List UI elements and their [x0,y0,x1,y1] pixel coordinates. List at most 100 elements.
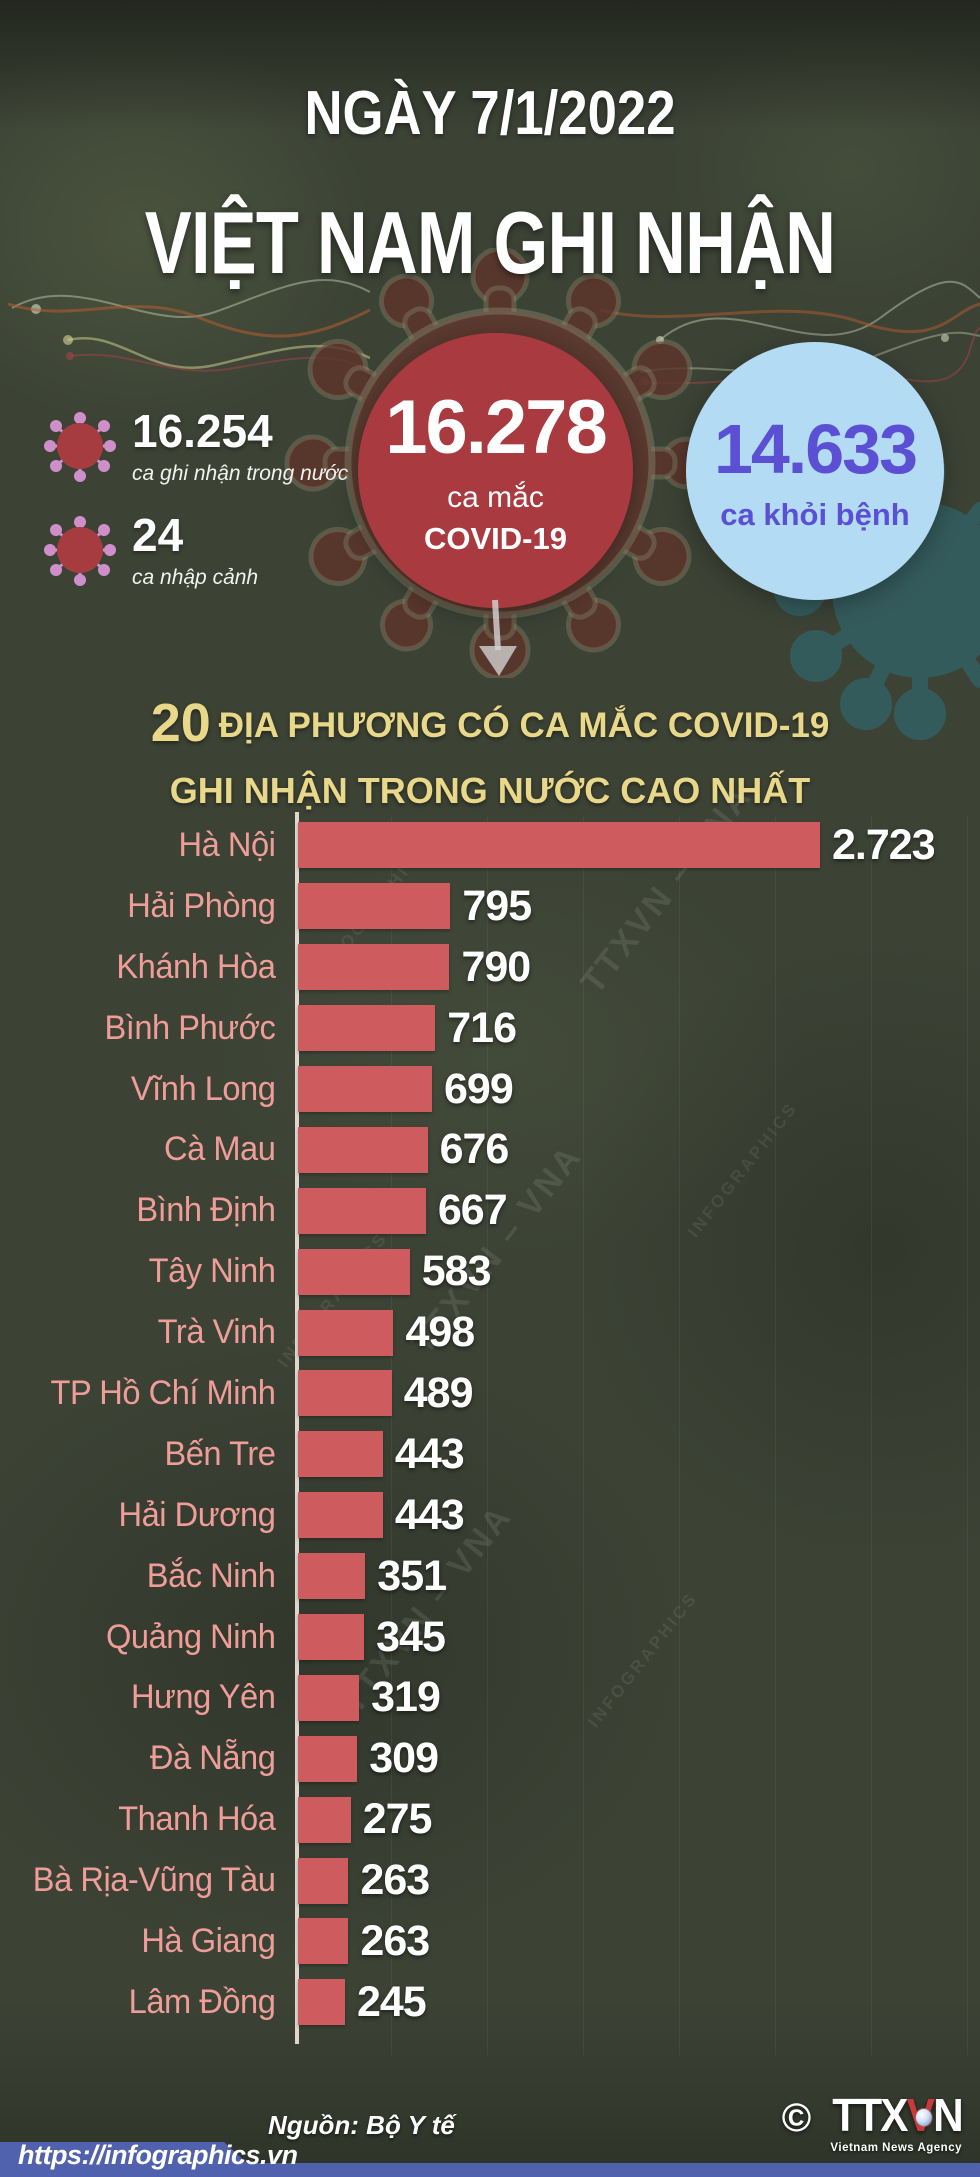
province-label: Bình Phước [104,1008,276,1047]
source-note: Nguồn: Bộ Y tế [268,2110,455,2140]
chart-row: Bà Rịa-Vũng Tàu 263 [0,1850,980,1911]
bar [298,1370,392,1417]
chart-section-title: 20 ĐỊA PHƯƠNG CÓ CA MẮC COVID-19 GHI NHẬN… [0,692,980,812]
copyright-icon: © [781,2096,812,2140]
province-label: Bến Tre [164,1434,276,1473]
virus-icon [44,516,116,586]
bar-value: 716 [447,1003,517,1052]
gridline [967,815,968,2055]
virus-icon [44,412,116,482]
province-label: Hà Giang [141,1921,276,1960]
bar-value: 263 [360,1916,430,1965]
domestic-cases-value: 16.254 [132,405,273,457]
bar-value: 443 [394,1429,465,1478]
province-label: Cà Mau [163,1130,276,1169]
agency-subtitle: Vietnam News Agency [830,2141,962,2154]
bar [298,1005,436,1052]
page-title: VIỆT NAM GHI NHẬN [144,193,836,292]
bar [298,1614,365,1661]
bar-value: 263 [360,1856,430,1905]
recovered-cases-circle: 14.633 ca khỏi bệnh [686,342,944,600]
section-title-line2: GHI NHẬN TRONG NƯỚC CAO NHẤT [169,770,811,811]
bar [298,1187,426,1234]
bar [298,944,450,991]
chart-row: Đà Nẵng 309 [0,1728,980,1789]
gridline [679,815,680,2055]
bar [298,1857,349,1904]
logo-n: N [933,2089,964,2141]
bar-value: 667 [437,1186,508,1235]
chart-axis [295,812,299,2044]
stat-domestic-cases: 16.254 ca ghi nhận trong nước [42,408,348,486]
recovered-cases-label: ca khỏi bệnh [720,497,910,532]
gridline [391,815,392,2055]
chart-row: TP Hồ Chí Minh 489 [0,1363,980,1424]
chart-row: Tây Ninh 583 [0,1241,980,1302]
province-label: Hà Nội [178,825,276,864]
chart-row: Khánh Hòa 790 [0,937,980,998]
province-label: Khánh Hòa [116,947,276,986]
bar [298,1431,383,1478]
province-label: Tây Ninh [148,1252,276,1291]
total-cases-circle: 16.278 ca mắc COVID-19 [358,333,633,608]
chart-row: Trà Vinh 498 [0,1302,980,1363]
bar-value: 275 [362,1795,433,1844]
province-label: Bắc Ninh [146,1556,276,1595]
gridline [871,815,872,2055]
website-link[interactable]: https://infographics.vn [18,2140,298,2170]
gridline [487,815,488,2055]
bar-value: 489 [403,1368,474,1417]
total-cases-label-1: ca mắc [447,481,544,514]
ttxvn-logo: TTXVN [832,2092,963,2138]
stat-imported-cases: 24 ca nhập cảnh [42,512,258,590]
chart-row: Bến Tre 443 [0,1424,980,1485]
bar [298,1918,349,1965]
bar-value: 699 [443,1064,514,1113]
province-label: Hải Phòng [127,886,276,925]
bar [298,1126,428,1173]
domestic-cases-label: ca ghi nhận trong nước [132,462,349,485]
globe-icon [915,2108,933,2127]
bar-value: 795 [462,881,532,930]
province-label: Lâm Đồng [128,1982,276,2021]
gridline [583,815,584,2055]
chart-row: Bắc Ninh 351 [0,1546,980,1607]
bar-value: 319 [371,1673,441,1722]
bar-value: 790 [461,942,531,991]
bar [298,1248,410,1295]
bar [298,1492,383,1539]
bar [298,1796,351,1843]
bar-value: 498 [405,1308,475,1357]
province-label: Bình Định [136,1191,276,1230]
total-cases-value: 16.278 [385,385,607,470]
chart-row: Hải Dương 443 [0,1485,980,1546]
province-label: Hải Dương [118,1495,276,1534]
province-label: TP Hồ Chí Minh [50,1373,276,1412]
imported-cases-label: ca nhập cảnh [132,566,259,589]
bar [298,1553,366,1600]
total-cases-label-2: COVID-19 [424,521,567,556]
imported-cases-value: 24 [132,509,184,561]
date-title: NGÀY 7/1/2022 [304,79,676,148]
chart-row: Vĩnh Long 699 [0,1059,980,1120]
province-label: Hưng Yên [130,1678,276,1717]
logo-ttx: TTX [832,2089,908,2141]
gridline [775,815,776,2055]
bar-value: 245 [356,1977,427,2026]
chart-row: Thanh Hóa 275 [0,1789,980,1850]
section-title-number: 20 [150,693,211,753]
section-title-line1: ĐỊA PHƯƠNG CÓ CA MẮC COVID-19 [218,706,830,745]
province-label: Bà Rịa-Vũng Tàu [32,1861,276,1900]
bar-value: 2.723 [832,820,936,869]
bar-value: 676 [439,1125,510,1174]
province-label: Quảng Ninh [105,1617,276,1656]
chart-row: Cà Mau 676 [0,1119,980,1180]
bar-value: 351 [377,1551,447,1600]
chart-row: Hà Nội 2.723 [0,815,980,876]
bar-value: 345 [376,1612,446,1661]
bar [298,1674,360,1721]
recovered-cases-value: 14.633 [713,410,918,488]
chart-row: Hà Giang 263 [0,1911,980,1972]
footer-strip [0,2163,980,2177]
bar-value: 443 [394,1490,465,1539]
